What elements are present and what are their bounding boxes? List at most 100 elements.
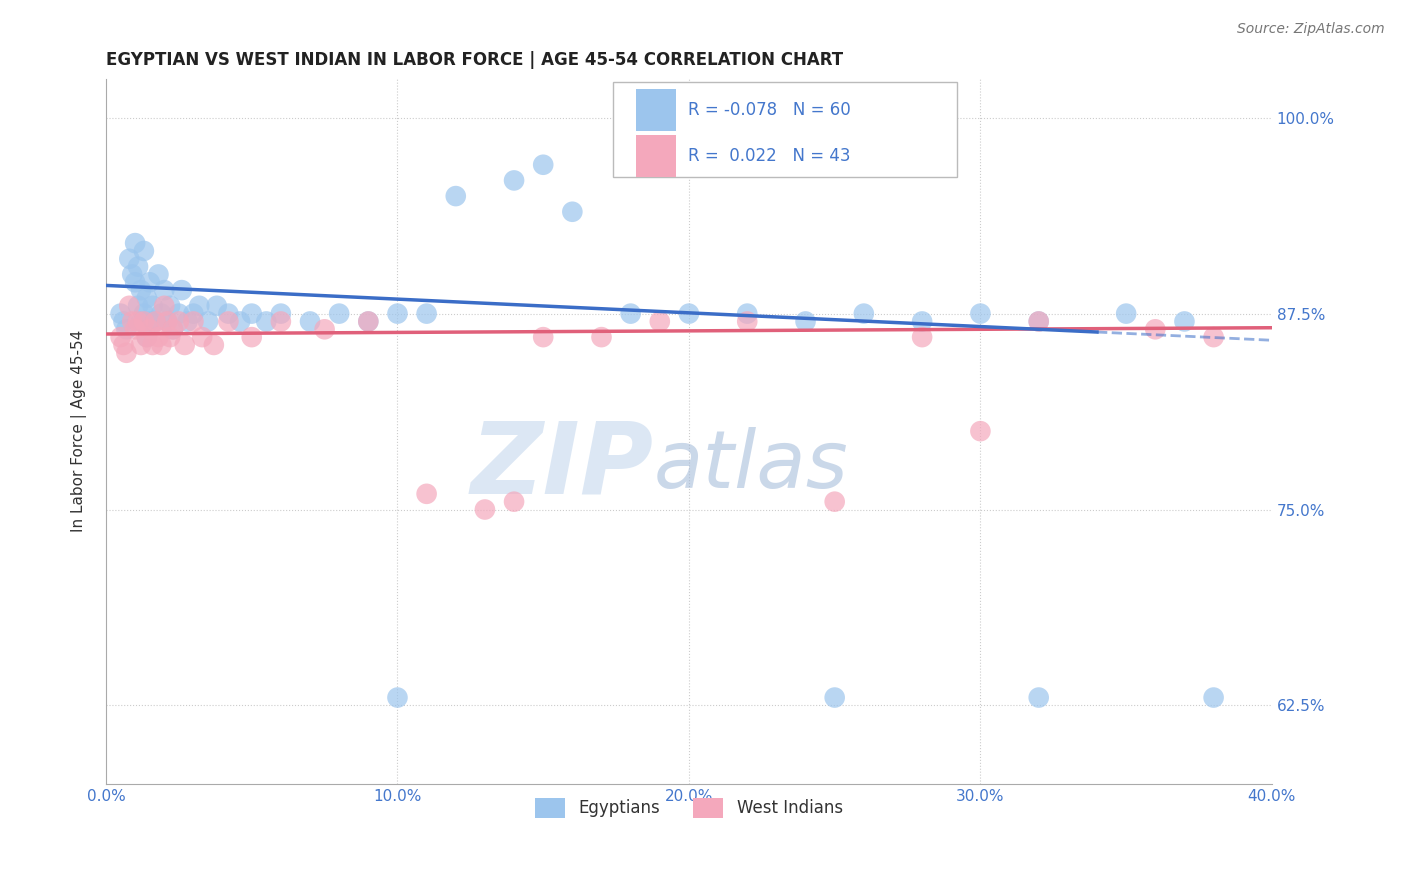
Point [135, 291, 157, 305]
Point [1028, 690, 1050, 705]
Point [138, 314, 160, 328]
Point [969, 307, 991, 321]
Point [162, 322, 184, 336]
Point [240, 307, 263, 321]
Point [824, 690, 846, 705]
Point [648, 314, 671, 328]
Point [162, 322, 184, 336]
Point [254, 314, 277, 328]
Point [1173, 314, 1195, 328]
Point [173, 338, 195, 352]
Point [217, 314, 239, 328]
Point [911, 330, 934, 344]
Point [852, 307, 875, 321]
Point [415, 307, 437, 321]
Point [148, 268, 170, 282]
Point [531, 158, 554, 172]
FancyBboxPatch shape [613, 82, 957, 178]
Point [132, 314, 155, 328]
Point [735, 307, 758, 321]
Point [167, 307, 190, 321]
Point [202, 338, 225, 352]
Text: atlas: atlas [654, 427, 849, 506]
Point [150, 307, 173, 321]
Point [1028, 314, 1050, 328]
Point [159, 299, 181, 313]
Point [112, 338, 135, 352]
FancyBboxPatch shape [637, 89, 676, 131]
Point [110, 307, 132, 321]
Point [156, 314, 179, 328]
Text: EGYPTIAN VS WEST INDIAN IN LABOR FORCE | AGE 45-54 CORRELATION CHART: EGYPTIAN VS WEST INDIAN IN LABOR FORCE |… [105, 51, 844, 69]
Point [415, 487, 437, 501]
Point [142, 338, 165, 352]
Point [503, 494, 526, 508]
Point [591, 330, 613, 344]
Point [1144, 322, 1167, 336]
Point [132, 307, 155, 321]
Point [1202, 330, 1225, 344]
Text: R =  0.022   N = 43: R = 0.022 N = 43 [688, 147, 851, 165]
Point [824, 494, 846, 508]
Point [110, 330, 132, 344]
Point [124, 322, 146, 336]
Y-axis label: In Labor Force | Age 45-54: In Labor Force | Age 45-54 [72, 330, 87, 533]
Point [357, 314, 380, 328]
Point [270, 307, 292, 321]
Point [176, 314, 198, 328]
Point [115, 346, 138, 360]
Point [911, 314, 934, 328]
Point [124, 275, 146, 289]
Point [129, 283, 152, 297]
Point [357, 314, 380, 328]
Point [1202, 690, 1225, 705]
Point [474, 502, 496, 516]
Point [205, 299, 228, 313]
Point [145, 314, 167, 328]
Point [129, 338, 152, 352]
Point [299, 314, 322, 328]
Point [115, 322, 138, 336]
Point [138, 275, 160, 289]
Point [531, 330, 554, 344]
Point [170, 283, 193, 297]
Point [156, 314, 179, 328]
Point [135, 330, 157, 344]
Point [270, 314, 292, 328]
Point [188, 299, 211, 313]
Point [132, 244, 155, 258]
Point [229, 314, 252, 328]
Point [328, 307, 350, 321]
Point [735, 314, 758, 328]
Text: Source: ZipAtlas.com: Source: ZipAtlas.com [1237, 22, 1385, 37]
Point [678, 307, 700, 321]
Point [121, 268, 143, 282]
Point [112, 314, 135, 328]
Legend: Egyptians, West Indians: Egyptians, West Indians [529, 791, 849, 825]
Point [620, 307, 643, 321]
Point [561, 204, 583, 219]
Text: R = -0.078   N = 60: R = -0.078 N = 60 [688, 102, 851, 120]
Point [148, 330, 170, 344]
Point [1115, 307, 1137, 321]
Point [127, 260, 149, 274]
Point [124, 236, 146, 251]
Text: ZIP: ZIP [471, 418, 654, 515]
Point [794, 314, 817, 328]
Point [129, 314, 152, 328]
Point [121, 314, 143, 328]
FancyBboxPatch shape [637, 136, 676, 177]
Point [153, 299, 176, 313]
Point [1028, 314, 1050, 328]
Point [240, 330, 263, 344]
Point [217, 307, 239, 321]
Point [503, 173, 526, 187]
Point [118, 252, 141, 266]
Point [444, 189, 467, 203]
Point [167, 314, 190, 328]
Point [183, 314, 205, 328]
Point [142, 299, 165, 313]
Point [159, 330, 181, 344]
Point [969, 424, 991, 438]
Point [127, 314, 149, 328]
